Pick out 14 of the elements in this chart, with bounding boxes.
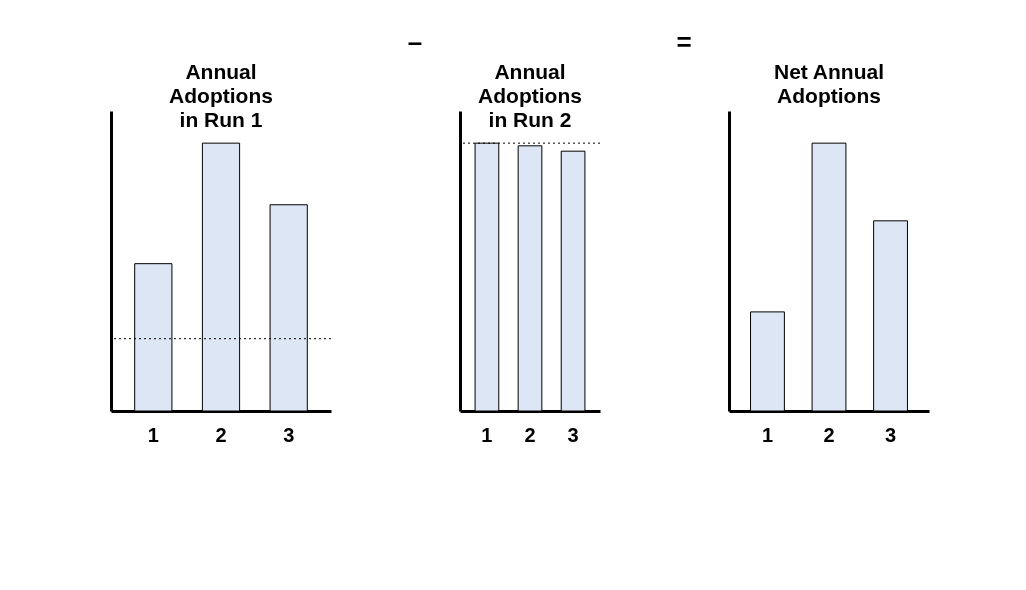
chart-title: Annual Adoptions in Run 2 (478, 60, 582, 131)
x-tick-label: 3 (884, 423, 897, 446)
x-tick-label: 3 (567, 423, 579, 446)
x-tick-label: 1 (481, 423, 493, 446)
x-tick-label: 1 (761, 423, 774, 446)
x-tick-label: 2 (524, 423, 536, 446)
x-tick-label: 2 (823, 423, 835, 446)
x-tick-label: 1 (147, 423, 159, 446)
text: – (407, 27, 423, 57)
chart-title: Annual Adoptions in Run 1 (169, 60, 273, 131)
x-tick-label: 2 (215, 423, 227, 446)
text: = (676, 27, 692, 57)
chart-title: Net Annual Adoptions (773, 60, 885, 107)
x-tick-label: 3 (283, 423, 295, 446)
